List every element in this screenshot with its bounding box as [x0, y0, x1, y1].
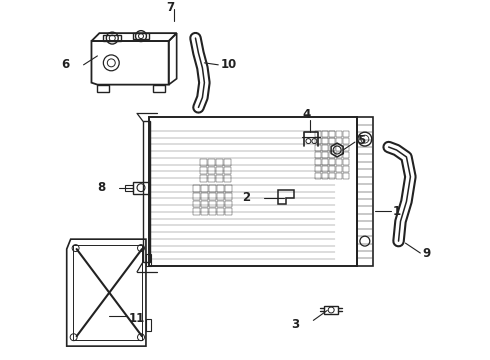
- Bar: [329, 145, 335, 151]
- Bar: [343, 131, 349, 137]
- Bar: [316, 145, 321, 151]
- Bar: [201, 201, 208, 207]
- Bar: [209, 185, 216, 192]
- Bar: [200, 175, 207, 182]
- Bar: [322, 159, 328, 165]
- Bar: [322, 131, 328, 137]
- Bar: [329, 131, 335, 137]
- Bar: [343, 145, 349, 151]
- Bar: [200, 159, 207, 166]
- Bar: [322, 173, 328, 179]
- Bar: [194, 193, 200, 199]
- Bar: [329, 138, 335, 144]
- Bar: [343, 166, 349, 172]
- Bar: [73, 245, 142, 340]
- Text: 1: 1: [392, 205, 401, 218]
- Bar: [329, 166, 335, 172]
- Bar: [194, 201, 200, 207]
- Text: 2: 2: [242, 191, 250, 204]
- Bar: [216, 159, 223, 166]
- Bar: [316, 159, 321, 165]
- Bar: [322, 152, 328, 158]
- Bar: [329, 152, 335, 158]
- Bar: [329, 173, 335, 179]
- Bar: [216, 167, 223, 174]
- Bar: [343, 173, 349, 179]
- Text: 11: 11: [129, 312, 146, 325]
- Bar: [208, 159, 215, 166]
- Bar: [324, 306, 338, 314]
- Text: 10: 10: [220, 58, 237, 71]
- Bar: [225, 193, 232, 199]
- Bar: [343, 159, 349, 165]
- Bar: [357, 117, 373, 266]
- Bar: [201, 193, 208, 199]
- Bar: [146, 254, 151, 266]
- Text: 3: 3: [292, 318, 299, 331]
- Bar: [316, 173, 321, 179]
- Bar: [336, 159, 342, 165]
- Bar: [143, 121, 150, 262]
- Bar: [225, 201, 232, 207]
- Bar: [201, 185, 208, 192]
- Bar: [146, 319, 151, 331]
- Bar: [209, 193, 216, 199]
- Bar: [149, 117, 357, 266]
- Bar: [217, 185, 224, 192]
- Bar: [343, 138, 349, 144]
- Bar: [201, 208, 208, 215]
- Bar: [125, 185, 133, 191]
- Text: 8: 8: [97, 181, 105, 194]
- Text: 9: 9: [422, 247, 431, 260]
- Bar: [103, 35, 121, 41]
- Bar: [336, 152, 342, 158]
- Bar: [98, 85, 109, 91]
- Bar: [208, 175, 215, 182]
- Bar: [322, 166, 328, 172]
- Text: 6: 6: [61, 58, 70, 71]
- Text: 7: 7: [167, 1, 175, 14]
- Bar: [194, 208, 200, 215]
- Bar: [208, 167, 215, 174]
- Bar: [200, 167, 207, 174]
- Bar: [329, 159, 335, 165]
- Bar: [217, 193, 224, 199]
- Text: 4: 4: [302, 108, 311, 121]
- Bar: [194, 185, 200, 192]
- Text: 5: 5: [357, 134, 365, 147]
- Bar: [217, 201, 224, 207]
- Bar: [343, 152, 349, 158]
- Bar: [209, 208, 216, 215]
- Bar: [133, 182, 149, 194]
- Bar: [336, 173, 342, 179]
- Bar: [224, 159, 231, 166]
- Bar: [225, 208, 232, 215]
- Bar: [153, 85, 165, 91]
- Bar: [336, 145, 342, 151]
- Bar: [322, 138, 328, 144]
- Bar: [216, 175, 223, 182]
- Bar: [336, 131, 342, 137]
- Bar: [336, 166, 342, 172]
- Bar: [316, 138, 321, 144]
- Bar: [224, 167, 231, 174]
- Bar: [336, 138, 342, 144]
- Bar: [133, 33, 149, 39]
- Bar: [316, 166, 321, 172]
- Bar: [217, 208, 224, 215]
- Bar: [316, 152, 321, 158]
- Bar: [225, 185, 232, 192]
- Bar: [209, 201, 216, 207]
- Bar: [322, 145, 328, 151]
- Bar: [316, 131, 321, 137]
- Bar: [224, 175, 231, 182]
